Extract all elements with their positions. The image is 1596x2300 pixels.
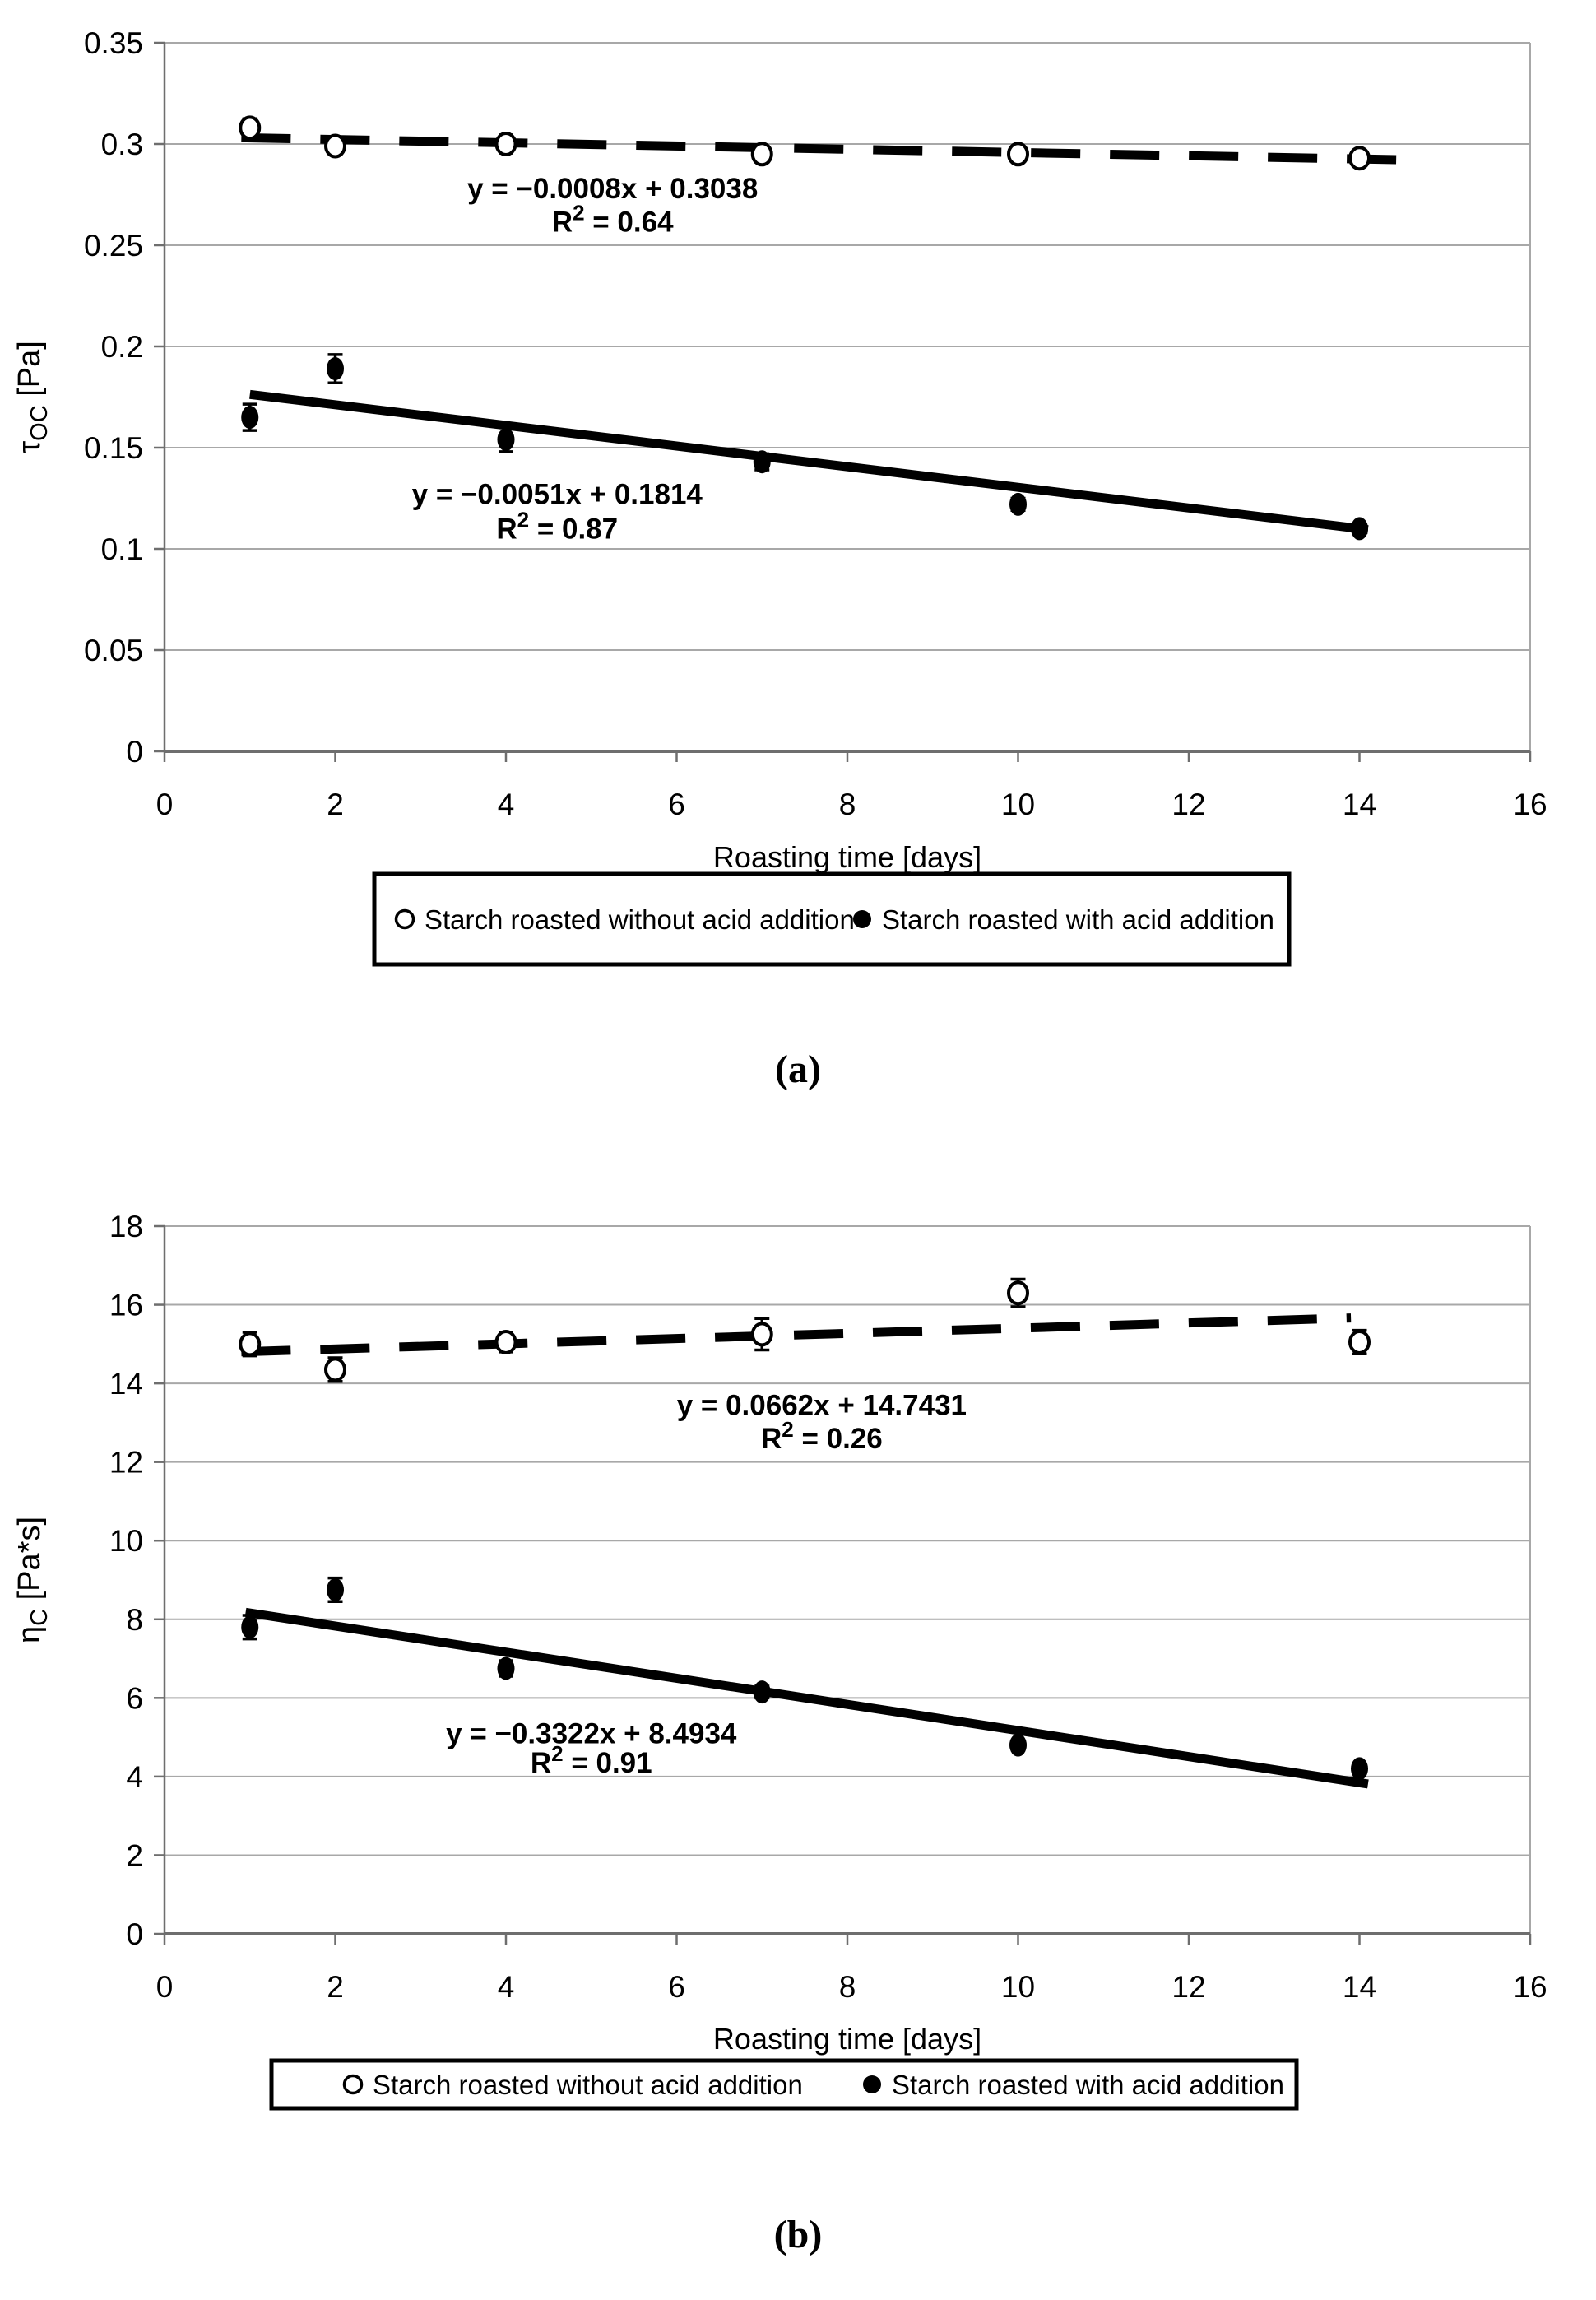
y-tick-label: 14: [109, 1367, 143, 1401]
x-tick-label: 0: [156, 788, 174, 821]
x-tick-label: 16: [1513, 1970, 1547, 2004]
legend-marker-filled-circle: [863, 2075, 881, 2093]
x-tick-label: 12: [1171, 1970, 1205, 2004]
equation-label: y = 0.0662x + 14.7431: [677, 1389, 967, 1421]
y-tick-label: 12: [109, 1446, 143, 1480]
x-tick-label: 8: [839, 1970, 856, 2004]
data-marker-filled-circle: [753, 1680, 771, 1704]
data-marker-open-circle: [1007, 142, 1029, 167]
y-tick-label: 0.2: [101, 330, 143, 364]
legend-marker-filled-circle: [853, 910, 871, 928]
x-tick-label: 10: [1001, 788, 1035, 821]
x-tick-label: 2: [327, 1970, 344, 2004]
y-tick-label: 0: [126, 1917, 143, 1951]
x-axis-title: Roasting time [days]: [713, 840, 981, 874]
x-tick-label: 10: [1001, 1970, 1035, 2004]
x-tick-label: 6: [668, 1970, 685, 2004]
y-axis-title: ηC [Pa*s]: [12, 1517, 53, 1643]
data-marker-open-circle: [239, 115, 262, 141]
data-marker-filled-circle: [327, 1577, 344, 1601]
trend-line-dashed: [241, 1313, 1352, 1357]
x-tick-label: 14: [1343, 1970, 1376, 2004]
x-tick-label: 0: [156, 1970, 174, 2004]
x-tick-label: 16: [1513, 788, 1547, 821]
r-squared-label: R2 = 0.87: [496, 507, 618, 545]
panel-b-caption: (b): [773, 2213, 823, 2256]
y-tick-label: 18: [109, 1210, 143, 1243]
legend-label: Starch roasted without acid addition: [373, 2070, 803, 2100]
equation-label: y = −0.0008x + 0.3038: [467, 173, 758, 205]
y-tick-label: 0.1: [101, 532, 143, 566]
y-tick-label: 0: [126, 735, 143, 769]
y-tick-label: 0.3: [101, 128, 143, 161]
r-squared-label: R2 = 0.64: [552, 201, 674, 239]
y-tick-label: 4: [126, 1760, 143, 1794]
y-tick-label: 6: [126, 1681, 143, 1715]
y-tick-label: 16: [109, 1289, 143, 1322]
y-tick-label: 0.25: [84, 229, 143, 263]
legend-marker-open-circle: [342, 2074, 364, 2095]
equation-label: y = −0.3322x + 8.4934: [446, 1717, 737, 1749]
data-marker-filled-circle: [327, 357, 344, 381]
data-marker-open-circle: [750, 1322, 773, 1347]
x-tick-label: 6: [668, 788, 685, 821]
x-axis-title: Roasting time [days]: [713, 2022, 981, 2056]
y-tick-label: 8: [126, 1603, 143, 1637]
x-tick-label: 12: [1171, 788, 1205, 821]
legend-label: Starch roasted with acid addition: [892, 2070, 1284, 2100]
data-marker-filled-circle: [241, 1615, 259, 1639]
x-tick-label: 8: [839, 788, 856, 821]
legend-box: [372, 871, 1292, 967]
equation-label: y = −0.0051x + 0.1814: [412, 479, 703, 511]
y-tick-label: 0.05: [84, 634, 143, 667]
data-marker-filled-circle: [1009, 492, 1027, 516]
y-tick-label: 10: [109, 1524, 143, 1558]
trend-line-solid: [249, 389, 1369, 535]
data-marker-open-circle: [324, 1357, 346, 1382]
data-marker-open-circle: [239, 1331, 262, 1357]
data-marker-filled-circle: [497, 1656, 515, 1680]
data-marker-filled-circle: [1351, 1757, 1368, 1781]
r-squared-label: R2 = 0.26: [761, 1417, 883, 1455]
y-tick-label: 0.35: [84, 26, 143, 60]
data-marker-filled-circle: [1351, 517, 1368, 541]
x-tick-label: 4: [498, 1970, 515, 2004]
data-marker-open-circle: [1007, 1280, 1029, 1306]
data-marker-filled-circle: [241, 406, 259, 430]
y-tick-label: 0.15: [84, 431, 143, 465]
r-squared-label: R2 = 0.91: [531, 1741, 652, 1779]
legend-label: Starch roasted without acid addition: [425, 904, 855, 935]
x-tick-label: 2: [327, 788, 344, 821]
trend-line-solid: [244, 1607, 1369, 1789]
y-axis-title: τOC [Pa]: [12, 341, 53, 453]
panel-a-caption: (a): [775, 1048, 821, 1091]
legend-box: [269, 2058, 1299, 2111]
data-marker-filled-circle: [1009, 1733, 1027, 1757]
legend-label: Starch roasted with acid addition: [882, 904, 1274, 935]
data-marker-open-circle: [1348, 1329, 1371, 1354]
data-marker-open-circle: [324, 133, 346, 159]
x-tick-label: 14: [1343, 788, 1376, 821]
trend-line-dashed: [241, 132, 1403, 165]
data-marker-filled-circle: [753, 450, 771, 474]
legend-marker-open-circle: [394, 908, 415, 930]
y-tick-label: 2: [126, 1838, 143, 1872]
data-marker-open-circle: [494, 1329, 517, 1354]
data-marker-open-circle: [750, 142, 773, 167]
data-marker-filled-circle: [497, 428, 515, 452]
data-marker-open-circle: [494, 132, 517, 156]
data-marker-open-circle: [1348, 146, 1371, 171]
x-tick-label: 4: [498, 788, 515, 821]
